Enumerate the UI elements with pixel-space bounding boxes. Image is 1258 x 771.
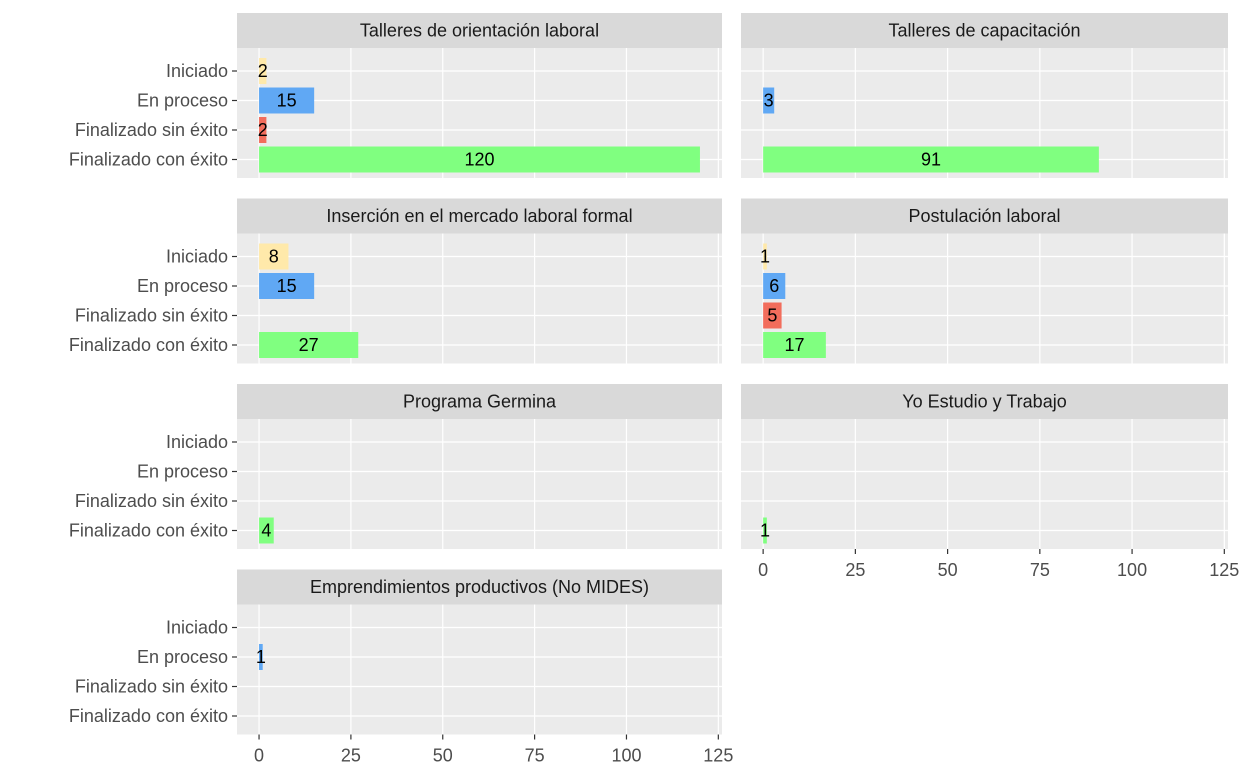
bar xyxy=(763,146,1099,173)
bar xyxy=(259,332,359,358)
data-label: 2 xyxy=(258,61,268,81)
x-tick-label: 50 xyxy=(938,560,958,580)
x-tick-label: 75 xyxy=(1030,560,1050,580)
data-label: 5 xyxy=(767,306,777,326)
panel-title: Programa Germina xyxy=(403,392,557,412)
strip xyxy=(237,569,722,605)
y-tick-label: Finalizado sin éxito xyxy=(75,677,228,697)
x-tick-label: 100 xyxy=(611,746,641,766)
y-tick-label: Finalizado con éxito xyxy=(69,521,228,541)
panel-title: Postulación laboral xyxy=(908,206,1060,226)
bar xyxy=(763,273,786,299)
bar xyxy=(259,146,700,173)
x-tick-label: 50 xyxy=(433,746,453,766)
y-tick-label: Finalizado sin éxito xyxy=(75,491,228,511)
bar xyxy=(259,517,274,544)
data-label: 17 xyxy=(784,335,804,355)
y-tick-label: Finalizado con éxito xyxy=(69,150,228,170)
data-label: 27 xyxy=(299,335,319,355)
y-tick-label: En proceso xyxy=(137,91,228,111)
bar xyxy=(763,332,826,358)
strip xyxy=(741,13,1228,48)
y-tick-label: Iniciado xyxy=(166,61,228,81)
data-label: 15 xyxy=(277,91,297,111)
data-label: 1 xyxy=(760,521,770,541)
x-tick-label: 125 xyxy=(703,746,733,766)
bar xyxy=(259,87,315,114)
strip xyxy=(237,384,722,419)
panel-title: Talleres de capacitación xyxy=(888,21,1080,41)
panel-title: Talleres de orientación laboral xyxy=(360,21,599,41)
bar xyxy=(763,243,767,270)
x-tick-label: 75 xyxy=(525,746,545,766)
x-tick-label: 125 xyxy=(1209,560,1239,580)
data-label: 91 xyxy=(921,150,941,170)
strip xyxy=(237,198,722,234)
x-tick-label: 0 xyxy=(758,560,768,580)
data-label: 6 xyxy=(769,276,779,296)
y-tick-label: En proceso xyxy=(137,276,228,296)
data-label: 8 xyxy=(269,247,279,267)
panel xyxy=(237,419,722,549)
y-tick-label: Iniciado xyxy=(166,618,228,638)
panel-title: Yo Estudio y Trabajo xyxy=(902,392,1066,412)
panel-title: Inserción en el mercado laboral formal xyxy=(326,206,632,226)
y-tick-label: Finalizado sin éxito xyxy=(75,306,228,326)
data-label: 120 xyxy=(464,150,494,170)
x-tick-label: 25 xyxy=(845,560,865,580)
x-tick-label: 25 xyxy=(341,746,361,766)
data-label: 1 xyxy=(760,247,770,267)
y-tick-label: Iniciado xyxy=(166,432,228,452)
bar xyxy=(259,117,267,143)
panel-title: Emprendimientos productivos (No MIDES) xyxy=(310,577,649,597)
bar xyxy=(259,243,289,270)
data-label: 2 xyxy=(258,120,268,140)
x-tick-label: 100 xyxy=(1117,560,1147,580)
y-tick-label: Finalizado con éxito xyxy=(69,706,228,726)
data-label: 15 xyxy=(277,276,297,296)
bar xyxy=(259,644,263,670)
y-tick-label: Iniciado xyxy=(166,247,228,267)
panel xyxy=(237,604,722,735)
x-tick-label: 0 xyxy=(254,746,264,766)
strip xyxy=(237,13,722,48)
y-tick-label: En proceso xyxy=(137,462,228,482)
bar xyxy=(763,517,767,544)
y-tick-label: En proceso xyxy=(137,647,228,667)
bar xyxy=(259,273,315,299)
data-label: 1 xyxy=(256,647,266,667)
strip xyxy=(741,384,1228,419)
strip xyxy=(741,198,1228,234)
bar xyxy=(259,58,267,84)
data-label: 4 xyxy=(261,521,271,541)
bar xyxy=(763,302,782,329)
y-tick-label: Finalizado con éxito xyxy=(69,335,228,355)
panel xyxy=(741,419,1228,549)
data-label: 3 xyxy=(764,91,774,111)
y-tick-label: Finalizado sin éxito xyxy=(75,120,228,140)
bar xyxy=(763,87,775,114)
